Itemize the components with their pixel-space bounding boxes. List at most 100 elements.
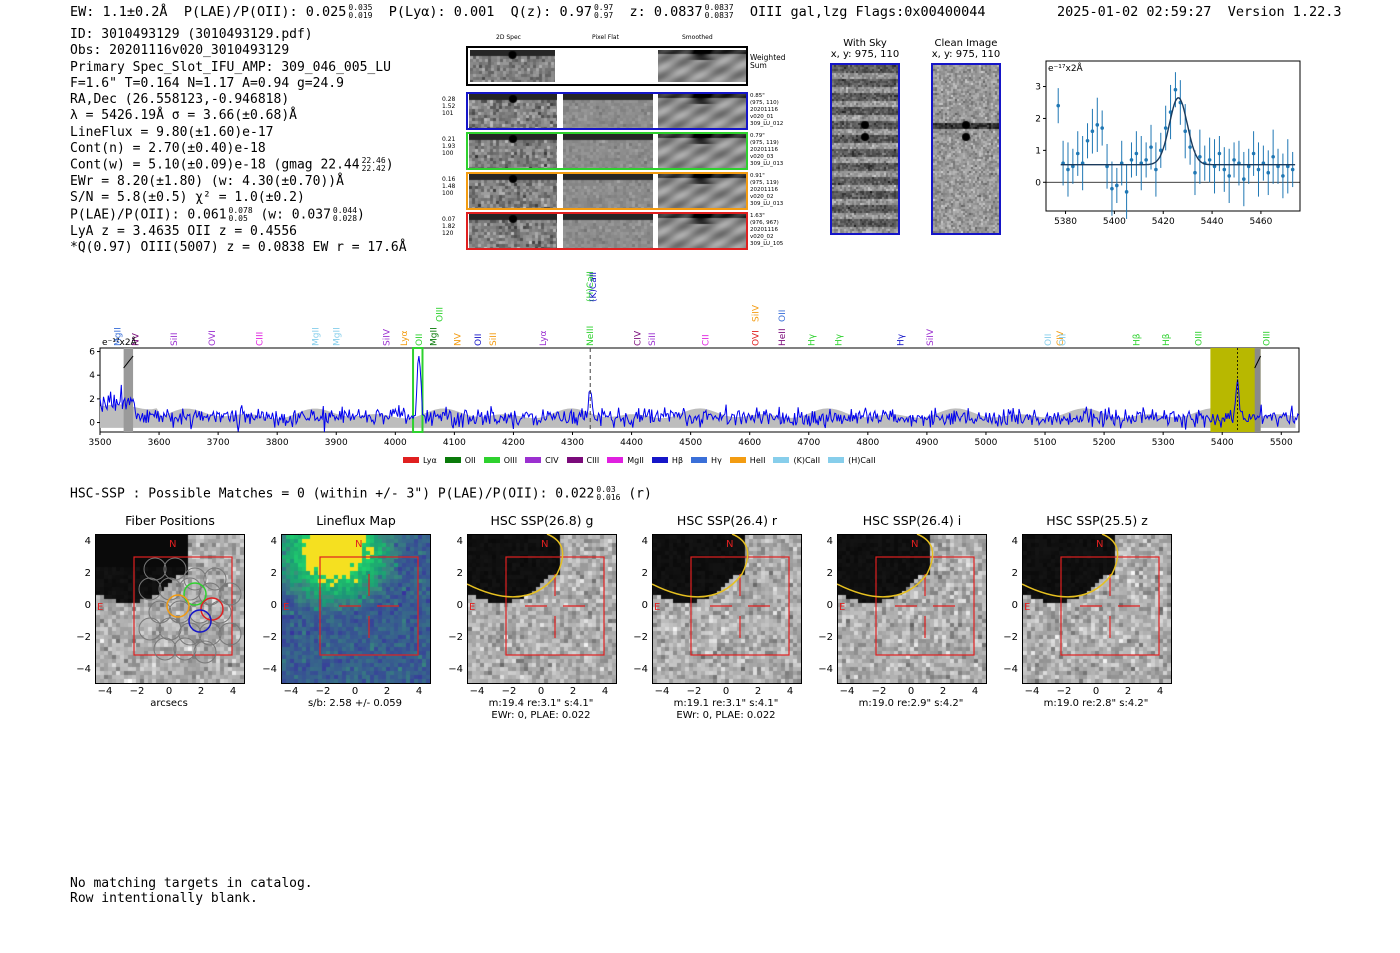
hsc-panel-overlay: NE [837, 534, 975, 656]
legend-label: (K)CaII [793, 455, 821, 465]
hsc-panel-image [1022, 534, 1172, 684]
legend-swatch [607, 457, 624, 463]
zoom-data-point [1242, 177, 1246, 181]
emission-line-label: Lyα [400, 330, 410, 346]
with-sky-xy: x, y: 975, 110 [830, 49, 900, 60]
spec2d-row-meta: 20201116 [750, 147, 778, 153]
hsc-y-tick-label: 0 [1011, 600, 1018, 611]
hsc-x-tick-label: 4 [1156, 686, 1164, 697]
info-plae: P(LAE)/P(OII): 0.061 0.078 0.05 (w: 0.037 0… [70, 206, 407, 224]
spec2d-raw-cutout [469, 214, 557, 248]
fiber-circle [148, 600, 172, 624]
spec2d-flat-cutout [563, 214, 653, 248]
hsc-x-tick-label: 4 [415, 686, 423, 697]
info-plae-label: P(LAE)/P(OII): 0.061 [70, 207, 227, 223]
hsc-panel-caption: arcsecs [150, 698, 188, 709]
zoom-data-point [1090, 129, 1095, 134]
fiber-circle [218, 582, 242, 606]
emission-line-label: CII [701, 334, 711, 346]
full-y-ticks: 6 4 2 0 [89, 348, 100, 429]
emission-line-label: OVI [208, 330, 218, 346]
full-x-tick-label: 3500 [89, 438, 112, 448]
hsc-panel-caption: s/b: 2.58 +/- 0.059 [307, 698, 403, 709]
header-version: Version 1.22.3 [1227, 4, 1342, 20]
zoom-x-tick-label: 5380 [1054, 217, 1077, 227]
info-sn: S/N = 5.8(±0.5) χ² = 1.0(±0.2) [70, 190, 305, 206]
zoom-data-point [1071, 164, 1075, 169]
zoom-x-ticks: 5380 5400 5420 5440 5460 [1054, 211, 1273, 227]
legend-item: Hβ [651, 456, 683, 465]
compass-north: N [169, 539, 176, 550]
zoom-x-tick-label: 5420 [1152, 217, 1175, 227]
full-x-tick-label: 4200 [502, 438, 525, 448]
header-qz-hi: 0.97 [593, 3, 614, 12]
info-lambda: λ = 5426.19Å σ = 3.66(±0.68)Å [70, 108, 297, 124]
spec2d-row-stat: 100 [442, 190, 454, 198]
zoom-y-tick-label: 1 [1035, 146, 1041, 156]
hsc-y-tick-label: −4 [76, 664, 91, 675]
hsc-x-tick-label: 0 [351, 686, 359, 697]
header-ew: EW: 1.1±0.2Å [70, 4, 168, 20]
fiber-circle [153, 637, 177, 661]
hsc-x-tick-label: 4 [786, 686, 794, 697]
clean-image-xy: x, y: 975, 110 [931, 49, 1001, 60]
hsc-panel-overlay: NE [283, 539, 419, 656]
legend-swatch [444, 457, 461, 463]
spec2d-row-meta: 0.85" [750, 93, 765, 99]
spec2d-weighted-sum-label: Weighted Sum [750, 53, 786, 70]
zoom-data-point [1085, 138, 1090, 143]
spec2d-row-meta: (975, 119) [750, 180, 779, 186]
spec2d-row-meta: 309_LU_013 [750, 161, 784, 167]
hsc-panel-image [652, 534, 802, 684]
header-timestamp: 2025-01-02 02:59:27 [1057, 4, 1212, 20]
hsc-panel-title: Fiber Positions [125, 513, 215, 528]
zoom-data-point [1154, 167, 1158, 172]
hsc-panel-title: HSC SSP(26.4) i [862, 513, 962, 528]
full-x-tick-label: 4400 [620, 438, 643, 448]
spec2d-weighted-raw-canvas [470, 50, 555, 82]
spec2d-row-meta: 309_LU_013 [750, 201, 784, 207]
hsc-band: (r) [628, 486, 652, 502]
hsc-x-tick-label: −4 [469, 686, 485, 697]
zoom-y-ticks: 3 2 1 0 [1035, 83, 1046, 188]
spec2d-smooth-cutout [658, 94, 746, 128]
zoom-line-chart: e⁻¹⁷x2Å 5380 5400 5420 5440 5460 3 2 1 0 [1035, 60, 1301, 227]
compass-east: E [839, 602, 845, 613]
hsc-y-tick-label: −4 [818, 664, 833, 675]
zoom-data-point [1095, 123, 1100, 127]
info-contw-label: Cont(w) = 5.10(±0.09)e-18 (gmag 22.44 [70, 157, 360, 173]
hsc-panel-title: Lineflux Map [316, 513, 396, 528]
full-y-tick-label: 6 [89, 348, 95, 358]
spec2d-row-right-meta: 0.79" (975, 119) 20201116 v020_03 309_LU_013 [750, 133, 800, 168]
zoom-data-point [1198, 154, 1202, 159]
spec2d-row-meta: v020_03 [750, 154, 774, 160]
hsc-panel-title: HSC SSP(26.4) r [676, 513, 778, 528]
info-lineflux: LineFlux = 9.80(±1.60)e-17 [70, 124, 274, 140]
fiber-circle [138, 617, 162, 641]
full-x-tick-label: 3600 [148, 438, 171, 448]
zoom-data-point [1232, 158, 1236, 162]
emission-line-label: Hγ [808, 333, 818, 346]
spec2d-row-meta: v020_02 [750, 194, 774, 200]
spec2d-row-meta: 309_LU_012 [750, 121, 784, 127]
zoom-data-point [1217, 151, 1222, 156]
compass-north: N [541, 539, 548, 550]
spec2d-row-meta: 20201116 [750, 187, 778, 193]
hsc-ellipse [467, 534, 564, 598]
hsc-aperture-box [1060, 556, 1160, 656]
zoom-data-layer [1046, 72, 1300, 219]
spec2d-row-stat: 0.21 [442, 136, 456, 143]
zoom-y-tick-label: 3 [1035, 83, 1041, 93]
full-x-tick-label: 4900 [915, 438, 938, 448]
hsc-y-tick-label: −2 [1003, 632, 1018, 643]
full-y-tick-label: 0 [89, 419, 95, 429]
full-fit-window [1210, 348, 1261, 432]
hsc-y-tick-label: 0 [826, 600, 833, 611]
zoom-data-point [1222, 167, 1227, 172]
compass-north: N [1096, 539, 1103, 550]
fiber-circle [198, 582, 222, 606]
legend-item: (H)CaII [828, 456, 876, 465]
hsc-aperture-box [875, 556, 975, 656]
hsc-x-tick-label: 4 [971, 686, 979, 697]
info-q: *Q(0.97) OIII(5007) z = 0.0838 EW r = 17… [70, 239, 407, 255]
